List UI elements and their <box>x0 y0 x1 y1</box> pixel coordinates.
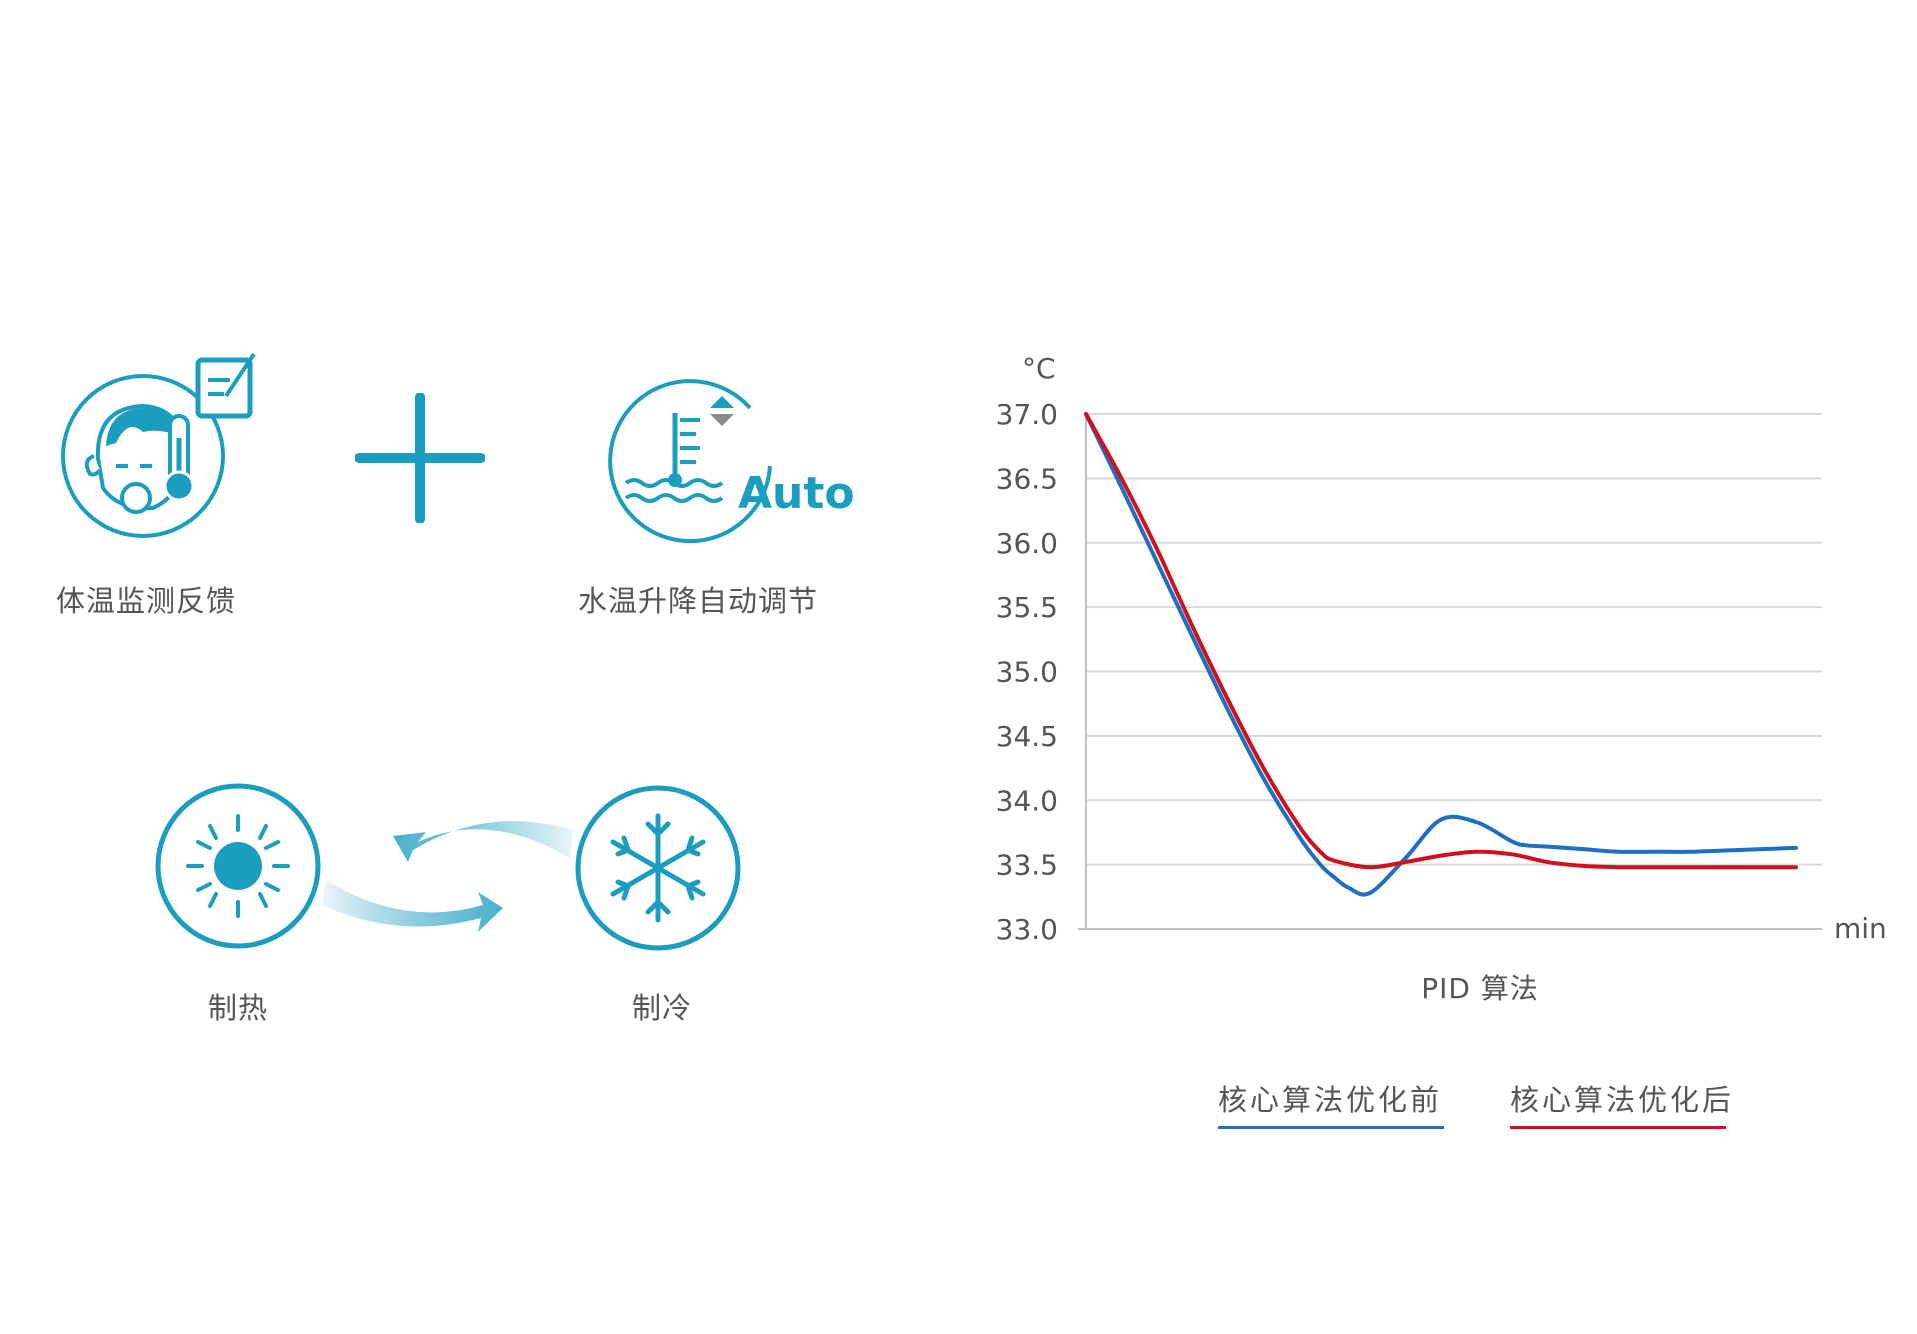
cooling-label: 制冷 <box>632 991 693 1025</box>
y-tick-label: 34.0 <box>996 784 1058 817</box>
y-tick-label: 35.0 <box>996 656 1058 689</box>
x-axis-unit: min <box>1834 912 1887 945</box>
plus-icon <box>355 393 485 523</box>
legend-line-before <box>1218 1126 1444 1129</box>
y-tick-label: 36.5 <box>996 462 1058 495</box>
series-line-before <box>1084 412 1798 897</box>
water-thermometer-icon <box>600 368 780 548</box>
auto-badge: Auto <box>738 468 855 519</box>
cycle-arrows-icon <box>318 810 578 950</box>
sun-icon <box>152 780 324 952</box>
body-temp-label: 体温监测反馈 <box>56 584 237 618</box>
series-line-after <box>1084 412 1798 870</box>
y-tick-label: 35.5 <box>996 591 1058 624</box>
snowflake-icon <box>572 782 744 954</box>
y-tick-label: 37.0 <box>996 398 1058 431</box>
y-tick-label: 36.0 <box>996 527 1058 560</box>
legend-line-after <box>1510 1126 1726 1129</box>
heating-label: 制热 <box>208 991 269 1025</box>
baby-thermometer-icon <box>58 348 268 548</box>
y-tick-label: 33.0 <box>996 913 1058 946</box>
water-temp-label: 水温升降自动调节 <box>578 584 819 618</box>
legend-item-after: 核心算法优化后 <box>1509 1083 1734 1117</box>
chart-title: PID 算法 <box>1421 972 1539 1005</box>
y-tick-label: 34.5 <box>996 720 1058 753</box>
y-axis-unit: °C <box>1022 352 1056 385</box>
y-tick-label: 33.5 <box>996 849 1058 882</box>
legend-item-before: 核心算法优化前 <box>1217 1083 1442 1117</box>
